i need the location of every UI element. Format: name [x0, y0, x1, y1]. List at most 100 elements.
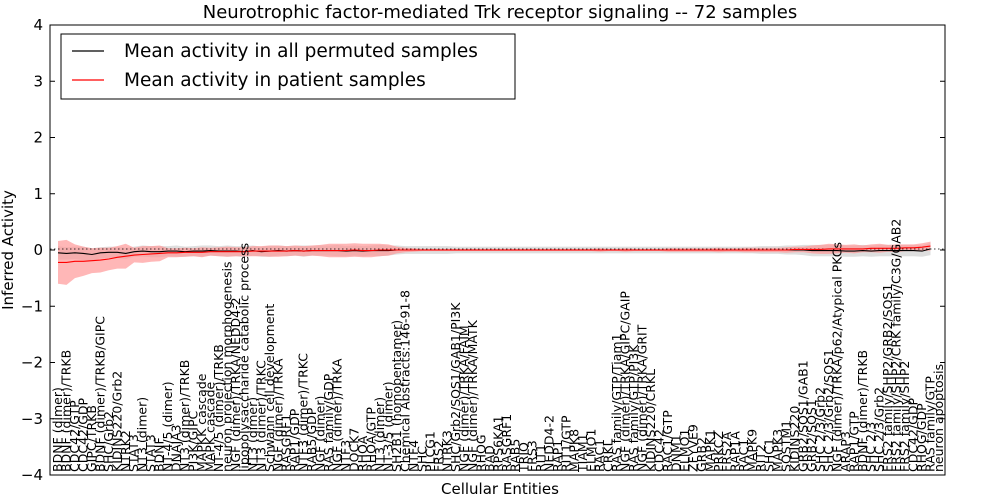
- category-label: SH2B1 (homopentamer): [389, 320, 404, 472]
- y-tick-label: 0: [33, 241, 43, 259]
- category-label: ELMO1: [677, 429, 692, 472]
- category-label: neuron apoptosis: [931, 364, 946, 472]
- category-label: SHC 2/3: [863, 422, 878, 472]
- category-label: NT3 (dimer)/TRKB: [177, 360, 192, 472]
- category-label: DNAJA3: [169, 425, 184, 473]
- category-label: RAP1/GDP: [287, 408, 302, 472]
- category-label: SHC/Grb2: [101, 411, 116, 472]
- plot-area: [50, 239, 945, 285]
- category-label: FRS2A: [719, 431, 734, 472]
- y-tick-label: 1: [33, 185, 43, 203]
- category-label: NT-4/5 (dimer)/TRKB: [211, 344, 226, 472]
- category-label: PLCG1: [423, 431, 438, 472]
- category-label: FRS3: [524, 440, 539, 472]
- category-label: RAS family/GDP: [321, 373, 336, 472]
- category-label: RAS family/GTP: [923, 376, 938, 472]
- category-label: RAS family/GTP/Tiam1: [609, 333, 624, 472]
- category-label: RASGRF1: [499, 414, 514, 472]
- category-label: NTRK3: [440, 430, 455, 472]
- category-label: CDC42/GDP: [75, 397, 90, 472]
- category-label: NGF (dimer)/TRKA: [270, 358, 285, 472]
- legend: Mean activity in all permuted samples Me…: [60, 33, 516, 100]
- category-label: RAB5/GDP: [304, 407, 319, 472]
- category-label: lipopolysaccharide catabolic process: [236, 243, 251, 472]
- y-tick-label: 3: [33, 72, 43, 90]
- category-label: RHOA: [355, 435, 370, 472]
- category-label: NT3 (dimer): [372, 397, 387, 472]
- category-label: NEDD4-2: [541, 415, 556, 472]
- category-label: ZFYVE9: [685, 424, 700, 472]
- category-label: RIT1/GTP: [558, 415, 573, 472]
- category-label: FRS2 family/SHP2: [897, 361, 912, 472]
- chart-title: Neurotrophic factor-mediated Trk recepto…: [203, 2, 797, 23]
- category-label: SHC 2/3/Grb2/SOS1: [821, 349, 836, 472]
- category-label: MAPKK cascade: [194, 373, 209, 472]
- category-label: BDNF (dimer)/TRKB: [855, 350, 870, 472]
- y-tick-label: 2: [33, 129, 43, 147]
- category-label: BDNF (dimer): [50, 387, 65, 472]
- category-label: ELMO1: [584, 429, 599, 472]
- category-label: TIAM1: [575, 433, 590, 473]
- category-label: RASGRF1: [279, 414, 294, 472]
- x-axis-label: Cellular Entities: [441, 480, 559, 498]
- category-label: FRS2: [431, 440, 446, 472]
- category-label: RIT2: [753, 444, 768, 472]
- category-label: NGF (dimer): [313, 396, 328, 472]
- category-label: SHC: [414, 446, 429, 472]
- category-label: NTF4: [406, 440, 421, 472]
- category-label: GRB2/SOS1/GAB1: [796, 360, 811, 472]
- category-labels: BDNF (dimer)BDNF (dimer)/TRKBCDC42/GTPCD…: [50, 219, 946, 473]
- category-label: BAD: [482, 445, 497, 472]
- category-label: RHOA/GTP: [363, 407, 378, 472]
- plot-frame: [49, 24, 946, 476]
- category-label: MAPK1: [702, 429, 717, 472]
- category-label: NGF (dimer)/TRKA/GRIT: [635, 324, 650, 472]
- category-label: Chemical Abstracts:146-91-8: [397, 290, 412, 472]
- y-tick-label: 4: [33, 16, 43, 34]
- category-label: RPS6KA1: [491, 415, 506, 472]
- category-label: RAC1/GTP: [660, 410, 675, 472]
- category-label: TRIO: [516, 442, 531, 473]
- category-label: RAP1A: [728, 431, 743, 472]
- category-label: NGF (dimer)/TRKA/p62/Atypical PKCs: [829, 242, 844, 472]
- legend-label-permuted: Mean activity in all permuted samples: [124, 41, 478, 62]
- category-label: CDC42/GTP: [67, 400, 82, 472]
- legend-label-patient: Mean activity in patient samples: [124, 70, 426, 91]
- category-label: KIDINS220/Grb2: [109, 371, 124, 472]
- category-label: FRS2 family/SHP2/CRK family/C3G/GAB2: [889, 219, 904, 472]
- y-axis-ticks: −4 −3 −2 −1 0 1 2 3 4: [21, 16, 945, 484]
- category-label: NGF (dimer)/TRKA: [330, 358, 345, 472]
- y-tick-label: −1: [21, 297, 43, 315]
- category-label: FRS2 family/SHP2/GRB2/SOS1: [880, 284, 895, 472]
- category-label: SHC1: [762, 438, 777, 472]
- category-label: SHC 2/3/Grb2: [812, 387, 827, 472]
- category-label: NT3 (dimer): [135, 397, 150, 472]
- category-label: Schwann cell development: [262, 304, 277, 472]
- y-tick-label: −2: [21, 354, 43, 372]
- category-label: RHOG: [474, 434, 489, 472]
- category-label: NGF (dimer)/TRKA/FAIM: [457, 325, 472, 472]
- category-label: NTF3 (dimer)/TRKC: [296, 353, 311, 472]
- category-label: STAT3: [126, 434, 141, 472]
- category-label: DOCK7: [347, 428, 362, 472]
- category-label: GIPC/TRKB: [84, 405, 99, 472]
- category-label: RAP1: [550, 440, 565, 472]
- category-label: NGF (dimer)/TRKA/GIPC/GAIP: [618, 291, 633, 472]
- category-label: PI3K/GIPC: [186, 410, 201, 471]
- category-label: CDC42: [652, 429, 667, 472]
- category-label: MAPK9: [745, 429, 760, 472]
- category-label: RAP1/GTP: [846, 411, 861, 472]
- category-label: RAC1: [592, 439, 607, 472]
- y-tick-label: −3: [21, 410, 43, 428]
- category-label: NT3 (dimer)/TRKC: [253, 360, 268, 472]
- category-label: PRKCZ: [711, 431, 726, 472]
- category-label: NT-4/5 (dimer): [160, 381, 175, 472]
- category-label: RAS family/GTP/PI3K: [626, 344, 641, 472]
- category-label: SHC 2/3/Grb2: [872, 387, 887, 472]
- patient-mean-line: [58, 245, 931, 263]
- category-label: CDC42/GDP: [906, 398, 921, 473]
- y-axis-label: Inferred Activity: [0, 190, 17, 310]
- category-label: RIT1: [533, 444, 548, 472]
- legend-box: [60, 33, 516, 100]
